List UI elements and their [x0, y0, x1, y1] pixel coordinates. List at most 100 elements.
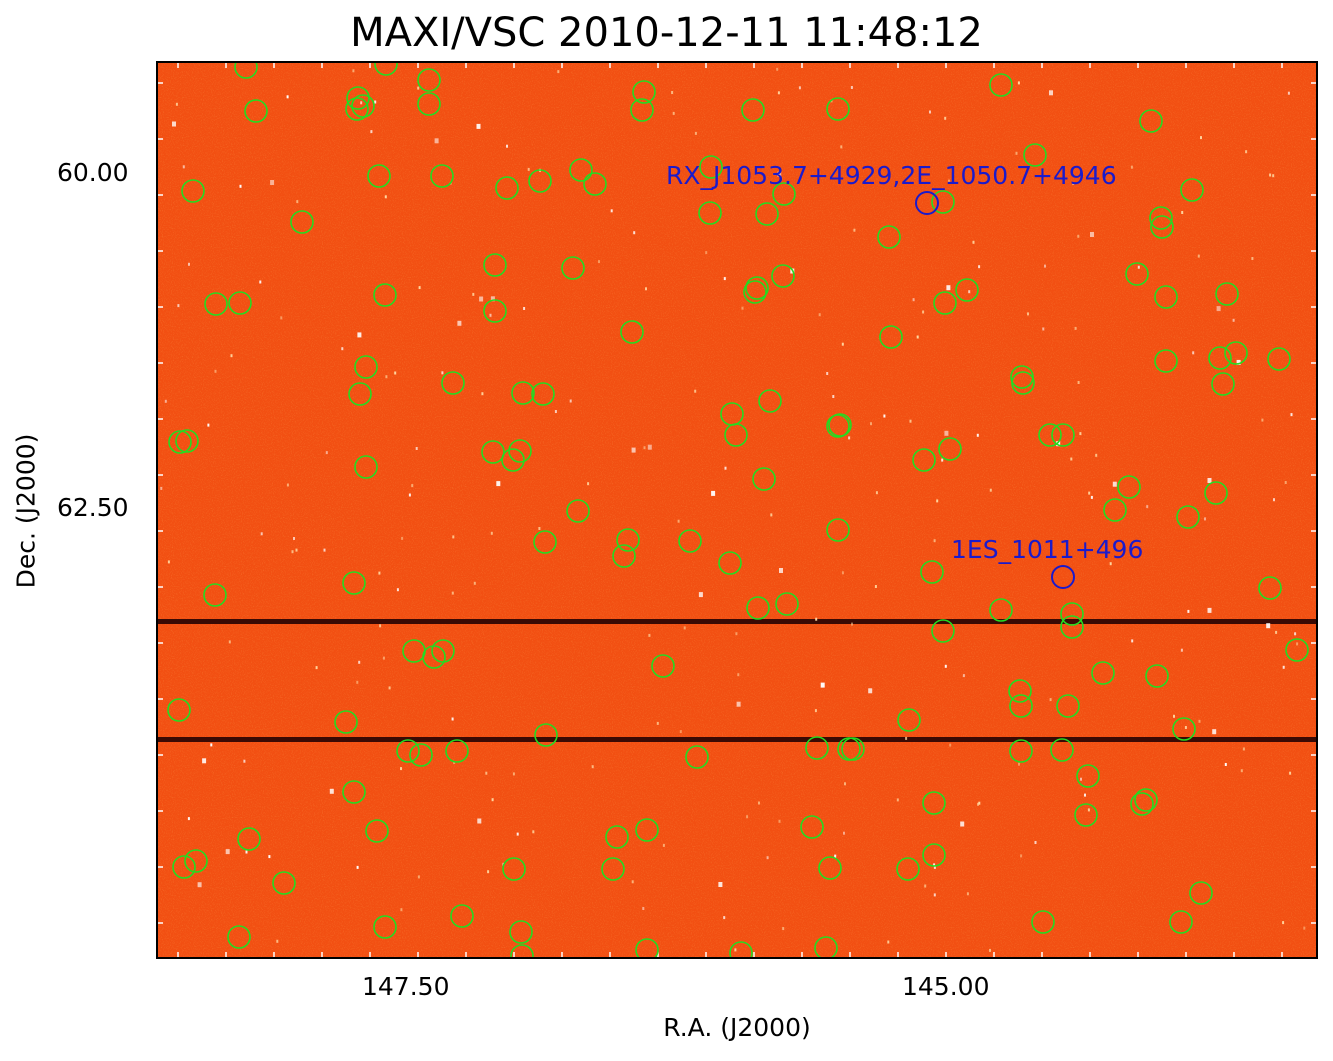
- x-tick-label: 147.50: [362, 972, 450, 1001]
- bright-pixel: [182, 165, 185, 169]
- bright-pixel: [356, 680, 359, 684]
- green-detection-circle: [826, 414, 850, 438]
- bright-pixel: [270, 180, 275, 185]
- bright-pixel: [400, 908, 403, 912]
- bright-pixel: [874, 585, 877, 588]
- bright-pixel: [645, 287, 647, 291]
- bright-pixel: [671, 91, 674, 94]
- green-detection-circle: [531, 382, 555, 406]
- bright-pixel: [286, 483, 289, 487]
- bright-pixel: [633, 231, 636, 235]
- green-detection-circle: [1149, 206, 1173, 230]
- blue-source-circle: [915, 191, 939, 215]
- bright-pixel: [672, 111, 675, 115]
- sky-image-panel[interactable]: RX_J1053.7+4929,2E_1050.7+4946 1ES_1011+…: [156, 61, 1318, 959]
- bright-pixel: [1197, 254, 1200, 258]
- bright-pixel: [933, 539, 936, 543]
- bright-pixel: [1294, 632, 1297, 636]
- bright-pixel: [452, 535, 455, 539]
- bright-pixel: [1137, 265, 1140, 269]
- bright-pixel: [826, 372, 829, 375]
- bright-pixel: [268, 855, 271, 859]
- bright-pixel: [207, 423, 210, 427]
- bright-pixel: [1181, 211, 1184, 214]
- bright-pixel: [569, 399, 572, 403]
- green-detection-circle: [396, 739, 420, 763]
- bright-pixel: [356, 865, 359, 869]
- green-detection-circle: [528, 169, 552, 193]
- bright-pixel: [554, 410, 557, 413]
- green-detection-circle: [698, 201, 722, 225]
- bright-pixel: [1212, 729, 1217, 735]
- bright-pixel: [972, 240, 975, 244]
- bright-pixel: [228, 640, 231, 644]
- green-detection-circle: [1150, 215, 1174, 239]
- bright-pixel: [417, 86, 420, 90]
- bright-pixel: [1049, 698, 1052, 702]
- bright-pixel: [472, 292, 475, 296]
- bright-pixel: [1056, 441, 1061, 447]
- green-detection-circle: [409, 743, 433, 767]
- green-detection-circle: [1154, 285, 1178, 309]
- bright-pixel: [1287, 91, 1290, 95]
- bright-pixel: [296, 200, 299, 204]
- image-title: MAXI/VSC 2010-12-11 11:48:12: [350, 10, 983, 56]
- green-detection-circle: [938, 437, 962, 461]
- bright-pixel: [1020, 854, 1023, 858]
- green-detection-circle: [678, 529, 702, 553]
- bright-pixel: [770, 513, 773, 517]
- bright-pixel: [1232, 318, 1235, 322]
- bright-pixel: [1261, 418, 1264, 422]
- green-detection-circle: [374, 63, 398, 76]
- bright-pixel: [1240, 769, 1243, 773]
- bright-pixel: [962, 674, 965, 678]
- bright-pixel: [1242, 747, 1245, 751]
- bright-pixel: [523, 307, 526, 310]
- bright-pixel: [291, 550, 294, 554]
- green-detection-circle: [1224, 341, 1248, 365]
- bright-pixel: [631, 880, 634, 884]
- green-detection-circle: [445, 739, 469, 763]
- green-detection-circle: [616, 528, 640, 552]
- bright-pixel: [1236, 359, 1241, 365]
- bright-pixel: [924, 884, 927, 888]
- green-detection-circle: [1125, 262, 1149, 286]
- bright-pixel: [944, 430, 949, 436]
- green-detection-circle: [228, 291, 252, 315]
- green-detection-circle: [699, 155, 723, 179]
- bright-pixel: [1112, 481, 1117, 487]
- bright-pixel: [936, 499, 939, 503]
- green-detection-circle: [583, 172, 607, 196]
- bright-pixel: [473, 581, 476, 585]
- bright-pixel: [694, 389, 697, 393]
- bright-pixel: [1027, 312, 1029, 316]
- bright-pixel: [798, 86, 801, 90]
- bright-pixel: [1272, 174, 1275, 178]
- green-detection-circle: [417, 68, 441, 92]
- bright-pixel: [736, 701, 741, 707]
- bright-pixel: [848, 436, 851, 440]
- bright-pixel: [1090, 495, 1093, 499]
- bright-pixel: [1184, 726, 1187, 729]
- bright-pixel: [260, 532, 263, 536]
- bright-pixel: [850, 86, 853, 89]
- green-detection-circle: [1023, 143, 1047, 167]
- bright-pixel: [1282, 665, 1285, 669]
- green-detection-circle: [204, 292, 228, 316]
- green-detection-circle: [775, 592, 799, 616]
- bright-pixel: [735, 632, 738, 636]
- bright-pixel: [384, 195, 387, 199]
- sky-image: RX_J1053.7+4929,2E_1050.7+4946 1ES_1011+…: [158, 63, 1316, 957]
- bright-pixel: [656, 721, 659, 725]
- bright-pixel: [506, 144, 508, 148]
- green-detection-circle: [920, 560, 944, 584]
- green-detection-circle: [630, 98, 654, 122]
- bright-pixel: [329, 788, 334, 794]
- bright-pixel: [870, 422, 872, 426]
- green-detection-circle: [348, 382, 372, 406]
- bright-pixel: [177, 304, 180, 308]
- bright-pixel: [1275, 630, 1278, 634]
- bright-pixel: [1180, 648, 1183, 652]
- green-detection-circle: [601, 857, 625, 881]
- bright-pixel: [374, 100, 377, 104]
